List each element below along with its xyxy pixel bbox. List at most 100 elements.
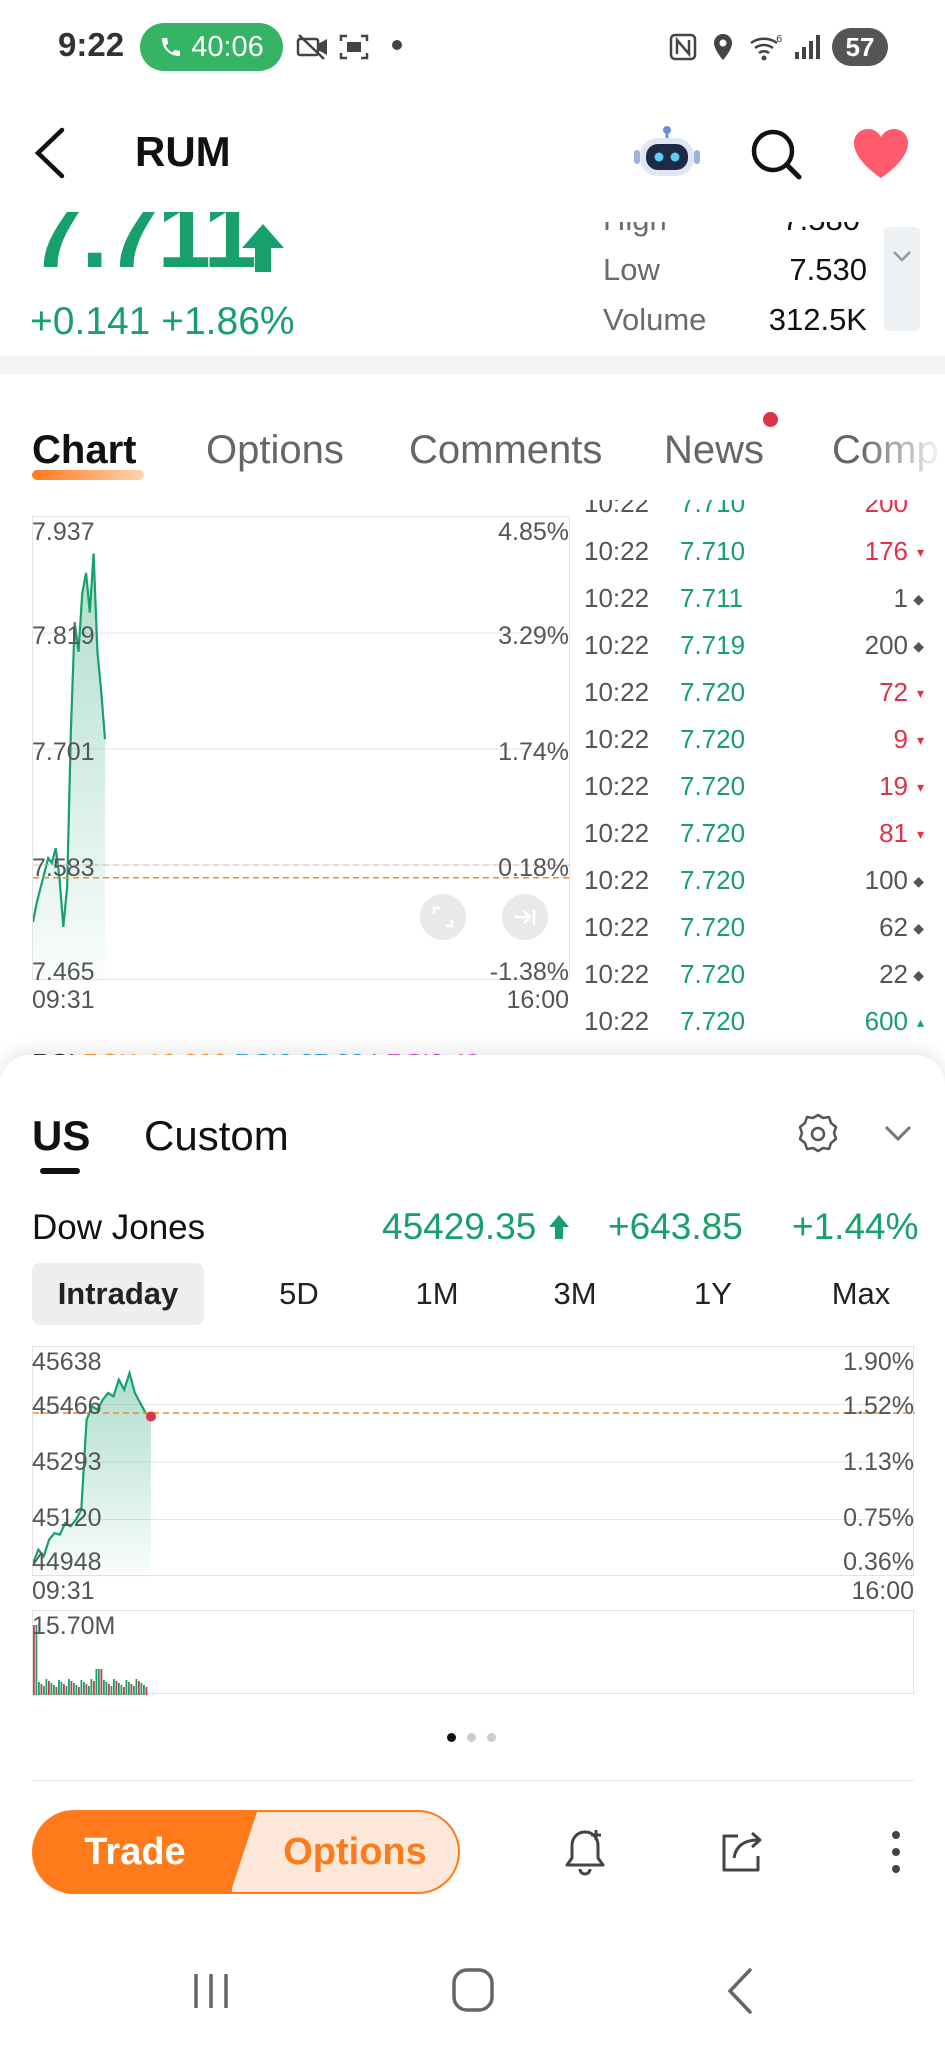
- trade-direction-icon: ▾: [916, 779, 924, 795]
- divider: [32, 1780, 914, 1781]
- trade-direction-icon: ◆: [913, 920, 924, 936]
- range-5d[interactable]: 5D: [279, 1276, 319, 1311]
- volume-bar: [113, 1679, 115, 1695]
- volume-bar: [53, 1685, 55, 1695]
- price-alert-bell-icon[interactable]: [560, 1826, 610, 1878]
- volume-bar: [85, 1684, 88, 1695]
- y-axis-label: 7.819: [32, 622, 95, 650]
- tab-us[interactable]: US: [32, 1112, 91, 1159]
- y-axis-label: 7.937: [32, 518, 95, 546]
- y-axis-pct-label: 3.29%: [498, 622, 569, 650]
- price-line: [33, 1369, 152, 1564]
- trade-price: 7.720: [680, 771, 746, 801]
- tab-chart[interactable]: Chart: [32, 428, 137, 472]
- volume-bar: [75, 1685, 78, 1695]
- tab-us-indicator: [40, 1168, 80, 1174]
- page-dot: [467, 1733, 476, 1742]
- trade-time: 10:22: [584, 959, 650, 989]
- volume-bar: [58, 1680, 60, 1695]
- index-price: 45429.35: [382, 1206, 537, 1247]
- x-axis-start-label: 09:31: [32, 1577, 95, 1605]
- range-1y[interactable]: 1Y: [694, 1276, 732, 1311]
- stats-expand-button[interactable]: [884, 227, 920, 331]
- volume-bar: [138, 1681, 140, 1695]
- jump-to-latest-button[interactable]: [502, 894, 548, 940]
- share-icon[interactable]: [716, 1826, 768, 1878]
- tab-custom[interactable]: Custom: [144, 1112, 289, 1159]
- expand-chart-button[interactable]: [420, 894, 466, 940]
- chevron-down-icon[interactable]: [880, 1118, 916, 1148]
- index-chart[interactable]: [32, 1346, 915, 1577]
- tape-row: 10:22 7.711 1 ◆: [584, 583, 944, 630]
- trade-time: 10:22: [584, 630, 650, 660]
- tab-active-indicator: [32, 470, 144, 480]
- volume-bar: [125, 1680, 128, 1695]
- tape-row: 10:22 7.720 100 ◆: [584, 865, 944, 912]
- volume-bar: [73, 1683, 75, 1695]
- back-nav-icon[interactable]: [720, 1960, 760, 2022]
- range-1m[interactable]: 1M: [415, 1276, 459, 1311]
- y-axis-label: 45120: [32, 1504, 102, 1532]
- volume-bar: [108, 1684, 110, 1695]
- volume-bar: [110, 1686, 113, 1695]
- high-row-clip: High 7.580: [600, 222, 880, 240]
- more-vertical-icon[interactable]: [886, 1826, 906, 1878]
- volume-bar: [145, 1687, 148, 1695]
- recent-apps-icon[interactable]: [188, 1960, 234, 2022]
- tab-news[interactable]: News: [664, 428, 765, 472]
- volume-bar: [140, 1683, 143, 1695]
- tape-row: 10:22 7.720 600 ▴: [584, 1006, 944, 1050]
- favorite-heart-icon[interactable]: [850, 126, 912, 182]
- price-chart[interactable]: [32, 516, 571, 981]
- trade-price: 7.719: [680, 630, 746, 660]
- volume-bar: [83, 1682, 85, 1695]
- options-button[interactable]: Options: [230, 1810, 460, 1894]
- volume-bars-svg: [33, 1625, 148, 1695]
- volume-bar: [133, 1686, 135, 1695]
- index-chart-svg: [33, 1369, 915, 1577]
- index-name[interactable]: Dow Jones: [32, 1208, 206, 1247]
- volume-bar: [80, 1680, 83, 1695]
- range-intraday[interactable]: Intraday: [32, 1263, 204, 1325]
- ai-assistant-icon[interactable]: [632, 122, 702, 180]
- volume-bar: [38, 1682, 40, 1695]
- trade-price: 7.720: [680, 912, 746, 942]
- settings-gear-icon[interactable]: [796, 1112, 840, 1156]
- range-max[interactable]: Max: [831, 1276, 891, 1311]
- search-icon[interactable]: [748, 126, 804, 182]
- y-axis-pct-label: 0.18%: [498, 854, 569, 882]
- trade-volume: 100: [864, 865, 908, 895]
- up-arrow-icon: [549, 1215, 569, 1239]
- jump-end-icon: [514, 909, 536, 925]
- price-change: +0.141 +1.86%: [30, 300, 295, 343]
- x-axis-end-label: 16:00: [851, 1577, 914, 1605]
- battery-indicator: 57: [832, 28, 888, 66]
- trade-price: 7.720: [680, 677, 746, 707]
- volume-bar: [118, 1683, 120, 1695]
- signal-icon: [795, 35, 820, 59]
- y-axis-label: 7.583: [32, 854, 95, 882]
- index-volume-chart: [32, 1610, 914, 1695]
- trade-volume: 200: [864, 630, 908, 660]
- back-icon[interactable]: [30, 124, 70, 182]
- volume-bar: [33, 1625, 35, 1695]
- volume-bar: [93, 1681, 95, 1695]
- tab-options[interactable]: Options: [206, 428, 344, 472]
- news-unread-dot: [763, 412, 778, 427]
- trade-volume: 600: [864, 1006, 908, 1036]
- volume-label: Volume: [603, 302, 707, 337]
- range-3m[interactable]: 3M: [553, 1276, 597, 1311]
- trade-time: 10:22: [584, 865, 650, 895]
- trade-button[interactable]: Trade: [32, 1810, 262, 1894]
- call-pill[interactable]: 40:06: [140, 23, 283, 71]
- trade-price: 7.720: [680, 959, 746, 989]
- tab-comments[interactable]: Comments: [409, 428, 603, 472]
- phone-icon: [162, 38, 181, 56]
- time-and-sales-list[interactable]: 10:22 7.710 200 10:22 7.710 176 ▾ 10:22 7.711 1 ◆…: [584, 500, 944, 1050]
- svg-text:6: 6: [776, 34, 782, 45]
- y-axis-pct-label: 0.75%: [843, 1504, 914, 1532]
- price-chart-svg: [33, 553, 571, 981]
- volume-bar: [100, 1669, 103, 1695]
- home-icon[interactable]: [448, 1960, 498, 2022]
- trade-volume: 22: [879, 959, 908, 989]
